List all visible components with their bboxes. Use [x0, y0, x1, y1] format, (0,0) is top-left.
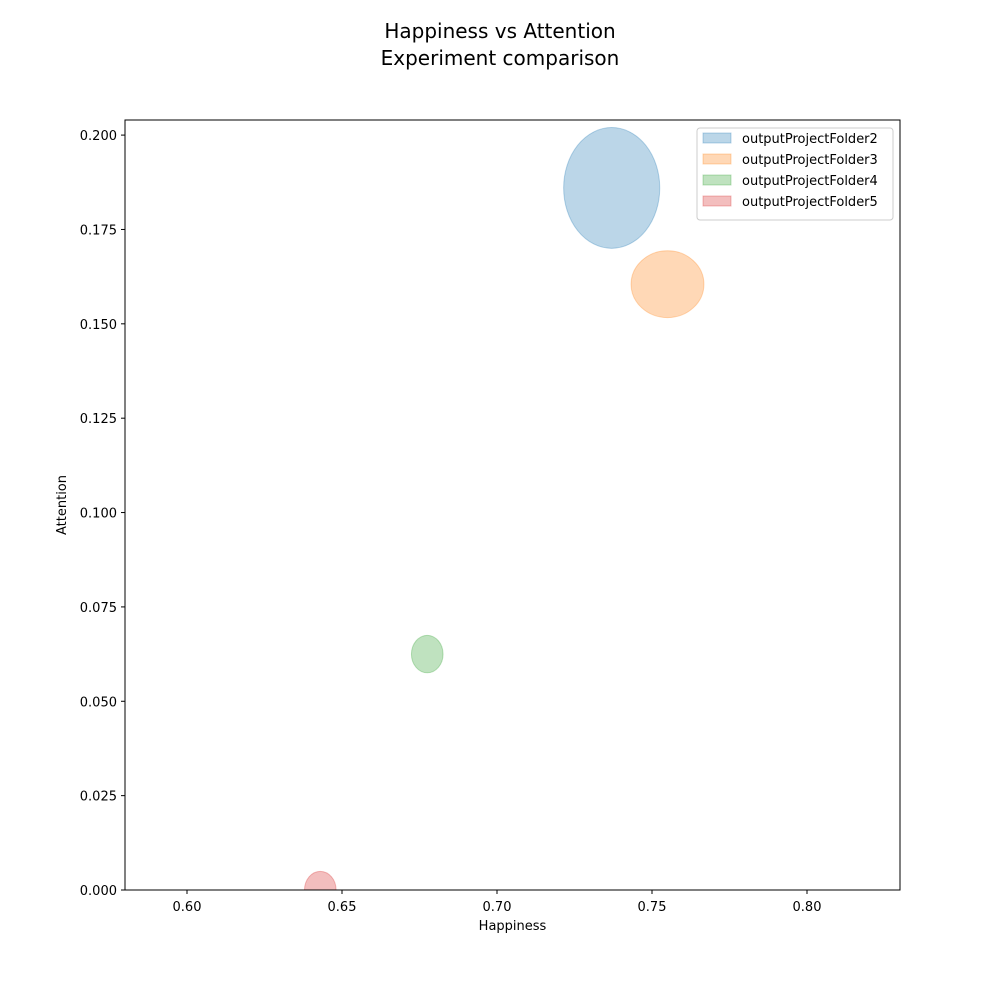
bubble-outputProjectFolder4	[410, 634, 444, 674]
legend-label: outputProjectFolder2	[742, 132, 878, 147]
y-tick-label: 0.075	[80, 601, 117, 616]
legend-swatch-outputProjectFolder2	[702, 132, 732, 144]
legend-box	[696, 127, 894, 221]
plot-frame	[124, 119, 901, 891]
x-tick-label: 0.60	[173, 900, 202, 915]
chart-subtitle: Experiment comparison	[381, 46, 620, 70]
legend-label: outputProjectFolder3	[742, 153, 878, 168]
y-tick-label: 0.100	[80, 507, 117, 522]
y-axis: 0.000 0.025 0.050 0.075 0.100 0.125 0.150 0.175…	[80, 129, 125, 899]
y-tick-label: 0.000	[80, 884, 117, 899]
y-tick-label: 0.025	[80, 790, 117, 805]
legend-label: outputProjectFolder5	[742, 195, 878, 210]
legend-swatch-outputProjectFolder4	[702, 174, 732, 186]
y-tick-label: 0.200	[80, 129, 117, 144]
y-tick-label: 0.050	[80, 695, 117, 710]
bubble-outputProjectFolder3	[630, 250, 705, 319]
x-tick-label: 0.75	[638, 900, 667, 915]
chart-title: Happiness vs Attention	[384, 19, 615, 43]
x-axis-label: Happiness	[479, 919, 547, 934]
y-tick-label: 0.150	[80, 318, 117, 333]
x-tick-label: 0.70	[483, 900, 512, 915]
legend-swatch-outputProjectFolder3	[702, 153, 732, 165]
legend: outputProjectFolder2 outputProjectFolder3…	[696, 127, 894, 221]
y-tick-label: 0.175	[80, 223, 117, 238]
x-axis: 0.60 0.65 0.70 0.75 0.80	[173, 890, 822, 915]
y-tick-label: 0.125	[80, 412, 117, 427]
y-axis-label: Attention	[55, 475, 70, 535]
data-layer	[303, 127, 705, 890]
bubble-outputProjectFolder2	[563, 127, 661, 249]
legend-label: outputProjectFolder4	[742, 174, 878, 189]
legend-swatch-outputProjectFolder5	[702, 195, 732, 207]
x-tick-label: 0.80	[793, 900, 822, 915]
x-tick-label: 0.65	[328, 900, 357, 915]
